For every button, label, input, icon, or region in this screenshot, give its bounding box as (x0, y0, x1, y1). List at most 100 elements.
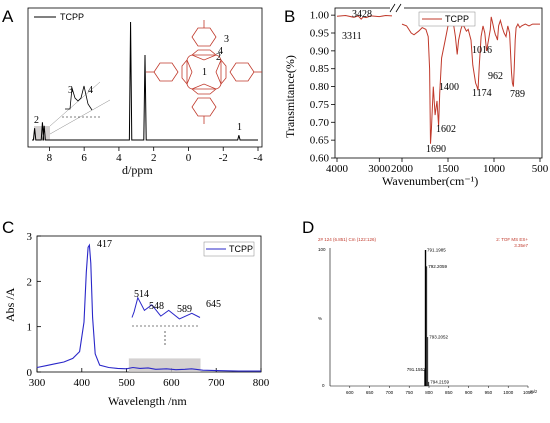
panel-b-y-tick-label: 0.95 (310, 28, 330, 40)
panel-a-zoom-guides (49, 81, 111, 135)
pyrrole-bottom (191, 83, 217, 95)
panel-c-x-tick-label: 800 (253, 377, 270, 389)
panel-b-ann-1690: 1690 (426, 144, 446, 155)
panel-b-y-tick-label: 0.70 (310, 117, 330, 129)
panel-d-peaks: 791.1985 792.2059 793.2052 791.1552 794.2159 (407, 248, 449, 386)
panel-a-nmr: TCPP 8 6 4 2 0 -2 -4 d/ppm 3 4 2 1 1 2 (27, 7, 263, 177)
panel-b-axis-break (389, 3, 402, 13)
panel-d-ytick-0: 0 (322, 383, 325, 388)
panel-c-spectrum-line (36, 243, 261, 372)
panel-b-x-tick-label: 3000 (368, 163, 391, 175)
panel-b-ann-1174: 1174 (472, 88, 492, 99)
pyrrole-right (215, 59, 227, 85)
panel-b-spectrum-seg1 (336, 14, 393, 20)
panel-a-x-tick-label: 8 (47, 152, 53, 164)
panel-d-x-tick-label: 800 (425, 390, 433, 395)
panel-b-y-tick-label: 0.85 (310, 63, 330, 75)
panel-c-y-label: Abs /A (3, 287, 17, 322)
panel-a-x-tick-label: 4 (116, 152, 122, 164)
panel-c-x-tick-label: 500 (118, 377, 135, 389)
panel-c-uvvis: 0 1 2 3 300 400 500 600 700 800 Abs /A Wavelengt… (3, 231, 270, 408)
panel-b-y-tick-label: 0.65 (310, 135, 330, 147)
panel-b-ann-3311: 3311 (342, 31, 362, 42)
panel-b-ann-1400: 1400 (439, 82, 459, 93)
panel-a-x-tick-label: -4 (253, 152, 263, 164)
panel-c-x-tick-label: 700 (208, 377, 225, 389)
panel-a-x-tick-label: -2 (219, 152, 228, 164)
panel-b-x-tick-label: 4000 (326, 163, 349, 175)
panel-d-y-label: % (318, 316, 322, 321)
molecule-label-1: 1 (202, 67, 207, 78)
panel-d-peak-label: 792.2059 (428, 264, 447, 269)
panel-d-x-tick-label: 600 (346, 390, 354, 395)
panel-d-mass-spectrum: 2# 124 (6.851) Cm (122:126) 2: TOF MS ES… (318, 237, 538, 395)
panel-c-legend-label: TCPP (229, 244, 253, 254)
panel-b-y-tick-label: 0.75 (310, 99, 330, 111)
panel-d-peak-label: 794.2159 (430, 379, 449, 384)
panel-a-x-ticks: 8 6 4 2 0 -2 -4 (47, 147, 263, 164)
panel-b-x-label: Wavenumber(cm⁻¹) (382, 174, 478, 188)
panel-b-y-ticks: 0.60 0.65 0.70 0.75 0.80 0.85 0.90 0.95 1.00 (310, 10, 335, 165)
panel-b-y-tick-label: 1.00 (310, 10, 330, 22)
panel-d-x-tick-label: 700 (386, 390, 394, 395)
phenyl-bottom (191, 97, 217, 117)
panel-d-x-tick-label: 650 (366, 390, 374, 395)
panel-d-x-tick-label: 850 (445, 390, 453, 395)
panel-c-ann-548: 548 (149, 301, 164, 312)
panel-d-header-right-2: 3.35e7 (514, 243, 528, 248)
panel-d-x-tick-label: 1000 (503, 390, 514, 395)
panel-c-x-tick-label: 600 (163, 377, 180, 389)
panel-c-legend-box (203, 241, 255, 257)
panel-a-x-tick-label: 2 (151, 152, 157, 164)
panel-b-y-tick-label: 0.80 (310, 81, 330, 93)
panel-b-spectrum-seg2 (401, 15, 540, 144)
panel-c-x-tick-label: 300 (29, 377, 46, 389)
panel-d-x-tick-label: 950 (485, 390, 493, 395)
panel-d-x-unit: m/z (530, 389, 538, 394)
panel-d-peak-label: 791.1552 (407, 367, 426, 372)
panel-d-header-left: 2# 124 (6.851) Cm (122:126) (318, 237, 377, 242)
panel-c-x-ticks: 300 400 500 600 700 800 (29, 368, 270, 389)
panel-a-inset-label-3: 3 (68, 85, 73, 96)
panel-b-x-tick-label: 1500 (437, 163, 460, 175)
panel-a-inset-trace (65, 85, 93, 111)
panel-d-x-tick-label: 900 (465, 390, 473, 395)
panel-letter-d: D (302, 218, 314, 237)
panel-d-x-ticks: 600 650 700 750 800 850 900 950 1000 1050 (346, 386, 534, 395)
pyrrole-top (191, 49, 217, 61)
panel-a-inset-label-4: 4 (88, 85, 93, 96)
panel-letter-c: C (2, 218, 14, 237)
panel-c-ann-417: 417 (97, 239, 112, 250)
panel-b-y-label: Transmitance(%) (283, 55, 297, 138)
pyrrole-left (181, 59, 193, 85)
panel-c-x-tick-label: 400 (74, 377, 91, 389)
panel-b-legend-label: TCPP (445, 14, 469, 24)
panel-b-x-tick-label: 1000 (483, 163, 506, 175)
panel-a-x-label: d/ppm (122, 163, 153, 177)
phenyl-left (153, 62, 179, 82)
panel-c-y-tick-label: 1 (27, 322, 33, 334)
panel-c-ann-514: 514 (134, 289, 149, 300)
panel-a-spectrum-line (32, 21, 258, 141)
panel-d-ytick-100: 100 (318, 247, 326, 252)
porphyrin-core (186, 54, 222, 90)
panel-b-frame (334, 7, 543, 159)
panel-b-ann-962: 962 (488, 71, 503, 82)
panel-b-ann-1602: 1602 (436, 124, 456, 135)
tcpp-molecule-drawing (146, 20, 262, 124)
panel-b-x-tick-label: 2000 (391, 163, 414, 175)
panel-b-y-tick-label: 0.60 (310, 153, 330, 165)
panel-a-peak-label-1: 1 (237, 122, 242, 133)
panel-d-x-tick-label: 750 (405, 390, 413, 395)
molecule-label-3: 3 (224, 34, 229, 45)
panel-c-y-tick-label: 2 (27, 276, 33, 288)
panel-b-ann-789: 789 (510, 89, 525, 100)
panel-b-ann-1016: 1016 (472, 45, 492, 56)
panel-c-inset-trace (131, 296, 201, 320)
panel-b-x-tick-label: 500 (532, 163, 549, 175)
panel-a-peak-label-2: 2 (34, 115, 39, 126)
panel-c-ann-589: 589 (177, 304, 192, 315)
panel-d-x-tick-label: 1050 (523, 390, 534, 395)
panel-c-y-ticks: 0 1 2 3 (27, 231, 41, 379)
